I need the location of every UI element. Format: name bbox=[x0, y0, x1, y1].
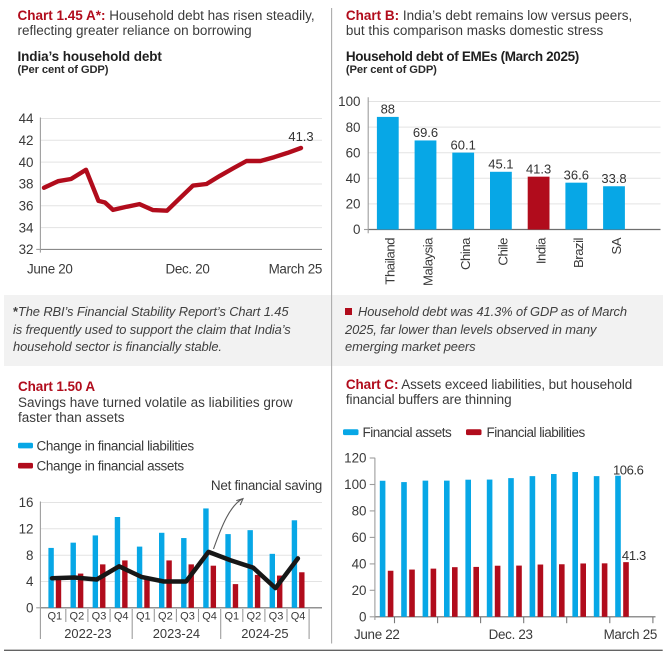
svg-text:60: 60 bbox=[346, 145, 361, 160]
svg-text:8: 8 bbox=[26, 548, 33, 563]
svg-text:Brazil: Brazil bbox=[571, 237, 586, 268]
svg-text:41.3: 41.3 bbox=[622, 548, 646, 563]
svg-text:2024-25: 2024-25 bbox=[241, 626, 288, 641]
svg-text:Q1: Q1 bbox=[224, 611, 239, 623]
svg-text:34: 34 bbox=[19, 220, 34, 235]
svg-text:40: 40 bbox=[352, 557, 367, 572]
svg-text:Net financial saving: Net financial saving bbox=[211, 478, 322, 493]
svg-text:Change in financial liabilitie: Change in financial liabilities bbox=[37, 439, 195, 454]
svg-text:Q4: Q4 bbox=[291, 611, 306, 623]
svg-text:16: 16 bbox=[19, 495, 34, 510]
svg-text:March 25: March 25 bbox=[269, 262, 322, 277]
svg-text:38: 38 bbox=[19, 177, 34, 192]
svg-text:60.1: 60.1 bbox=[451, 137, 476, 152]
svg-text:0: 0 bbox=[26, 601, 33, 616]
svg-text:Financial liabilities: Financial liabilities bbox=[487, 425, 586, 440]
svg-text:40: 40 bbox=[346, 171, 361, 186]
svg-text:Q2: Q2 bbox=[158, 611, 173, 623]
svg-text:0: 0 bbox=[359, 610, 366, 625]
svg-text:80: 80 bbox=[346, 120, 361, 135]
svg-text:2023-24: 2023-24 bbox=[153, 626, 200, 641]
svg-text:Q3: Q3 bbox=[92, 611, 107, 623]
svg-text:60: 60 bbox=[352, 530, 367, 545]
svg-text:Change in financial assets: Change in financial assets bbox=[37, 459, 185, 474]
svg-text:Q3: Q3 bbox=[269, 611, 284, 623]
svg-text:36.6: 36.6 bbox=[564, 167, 589, 182]
svg-text:Q2: Q2 bbox=[70, 611, 85, 623]
svg-text:Financial assets: Financial assets bbox=[363, 425, 453, 440]
svg-text:June 22: June 22 bbox=[354, 627, 400, 642]
svg-text:42: 42 bbox=[19, 133, 34, 148]
svg-text:SA: SA bbox=[609, 237, 624, 254]
svg-text:Dec. 20: Dec. 20 bbox=[165, 262, 209, 277]
svg-text:41.3: 41.3 bbox=[526, 161, 551, 176]
svg-text:China: China bbox=[458, 237, 473, 270]
svg-text:Q2: Q2 bbox=[247, 611, 262, 623]
svg-text:41.3: 41.3 bbox=[288, 129, 313, 144]
svg-text:Q3: Q3 bbox=[180, 611, 195, 623]
svg-text:106.6: 106.6 bbox=[613, 463, 644, 478]
svg-text:33.8: 33.8 bbox=[601, 171, 626, 186]
svg-text:Thailand: Thailand bbox=[383, 238, 398, 285]
svg-text:36: 36 bbox=[19, 199, 34, 214]
svg-text:Q4: Q4 bbox=[114, 611, 129, 623]
svg-text:100: 100 bbox=[344, 477, 366, 492]
svg-text:69.6: 69.6 bbox=[413, 125, 438, 140]
svg-text:2022-23: 2022-23 bbox=[64, 626, 111, 641]
svg-text:80: 80 bbox=[352, 504, 367, 519]
svg-text:20: 20 bbox=[352, 583, 367, 598]
svg-text:12: 12 bbox=[19, 522, 34, 537]
svg-text:45.1: 45.1 bbox=[488, 157, 513, 172]
svg-text:Q1: Q1 bbox=[136, 611, 151, 623]
svg-text:Malaysia: Malaysia bbox=[420, 237, 435, 286]
svg-text:32: 32 bbox=[19, 242, 34, 257]
svg-text:20: 20 bbox=[346, 197, 361, 212]
svg-text:88: 88 bbox=[381, 102, 395, 117]
svg-text:120: 120 bbox=[344, 451, 366, 466]
svg-text:4: 4 bbox=[26, 574, 34, 589]
svg-text:100: 100 bbox=[338, 94, 360, 109]
svg-text:June 20: June 20 bbox=[27, 262, 73, 277]
svg-text:March 25: March 25 bbox=[604, 627, 657, 642]
svg-text:Chile: Chile bbox=[496, 238, 511, 266]
svg-text:0: 0 bbox=[353, 222, 360, 237]
svg-text:Dec. 23: Dec. 23 bbox=[489, 627, 533, 642]
svg-text:Q4: Q4 bbox=[202, 611, 217, 623]
svg-text:Q1: Q1 bbox=[47, 611, 62, 623]
svg-text:44: 44 bbox=[19, 111, 34, 126]
svg-text:India: India bbox=[533, 237, 548, 264]
svg-text:40: 40 bbox=[19, 155, 34, 170]
